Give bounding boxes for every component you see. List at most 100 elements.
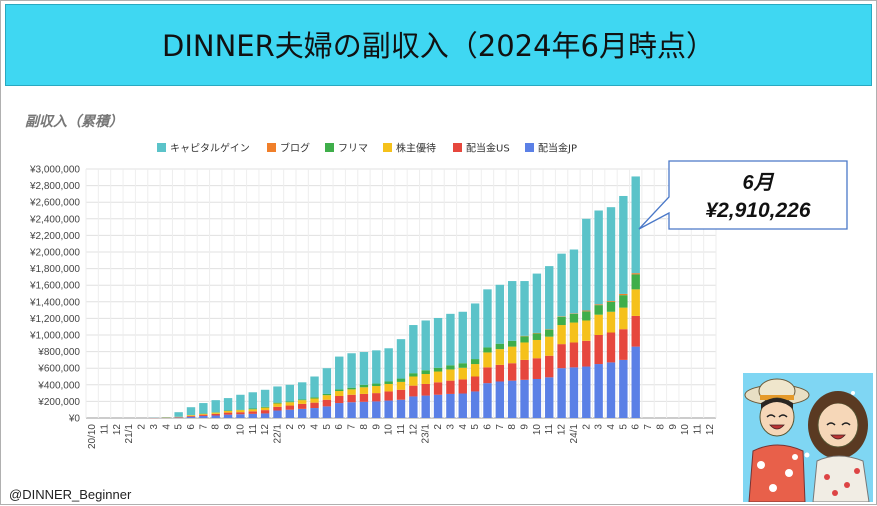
bar-segment-flima — [533, 333, 541, 340]
x-tick-label: 2 — [285, 424, 296, 430]
bar-segment-divus — [212, 414, 220, 416]
bar-segment-divjp — [545, 377, 553, 418]
x-tick-label: 12 — [112, 424, 123, 436]
legend-label-blog: ブログ — [280, 142, 310, 155]
bar-segment-yutai — [520, 342, 528, 359]
bar-segment-divus — [434, 382, 442, 394]
bar-segment-capital — [236, 395, 244, 410]
bar-segment-capital — [199, 403, 207, 413]
legend-label-capital: キャピタルゲイン — [170, 143, 250, 155]
legend-swatch-blog — [267, 143, 276, 152]
bar-segment-divus — [570, 342, 578, 367]
bar-segment-capital — [570, 250, 578, 314]
bar-segment-blog — [582, 311, 590, 312]
y-axis: ¥0¥200,000¥400,000¥600,000¥800,000¥1,000… — [29, 165, 80, 425]
bar-segment-yutai — [199, 414, 207, 415]
y-tick-label: ¥1,400,000 — [29, 297, 80, 308]
x-tick-label: 11 — [692, 424, 703, 435]
bar-segment-yutai — [459, 368, 467, 380]
bar-segment-capital — [249, 392, 257, 408]
legend-label-yutai: 株主優待 — [396, 142, 436, 155]
x-tick-label: 4 — [161, 424, 172, 430]
x-tick-label: 10 — [680, 424, 691, 436]
bar-segment-divjp — [335, 403, 343, 418]
legend-swatch-divus — [453, 143, 462, 152]
bar-segment-yutai — [310, 398, 318, 402]
callout: 6月 ¥2,910,226 — [639, 161, 847, 229]
bar-segment-divjp — [582, 367, 590, 418]
legend-label-divus: 配当金US — [466, 142, 510, 155]
legend-label-divjp: 配当金JP — [538, 142, 577, 155]
bar-segment-capital — [582, 219, 590, 311]
bar-segment-divjp — [570, 367, 578, 418]
bar-segment-flima — [434, 368, 442, 372]
bar-segment-capital — [224, 398, 232, 410]
bar-segment-flima — [471, 359, 479, 364]
x-tick-label: 4 — [606, 424, 617, 430]
y-tick-label: ¥200,000 — [37, 397, 80, 408]
bar-segment-capital — [508, 281, 516, 341]
bar-segment-capital — [520, 281, 528, 336]
bar-segment-capital — [286, 385, 294, 402]
x-tick-label: 5 — [322, 424, 333, 430]
bar-segment-divjp — [286, 410, 294, 418]
bar-segment-capital — [360, 352, 368, 385]
bar-segment-divjp — [434, 395, 442, 418]
bar-segment-flima — [545, 330, 553, 337]
legend-label-flima: フリマ — [338, 144, 368, 155]
bar-segment-divjp — [459, 394, 467, 418]
x-tick-label: 7 — [643, 424, 654, 430]
legend: キャピタルゲイン ブログ フリマ 株主優待 配当金US 配当金JP — [157, 142, 577, 155]
bar-segment-divus — [384, 391, 392, 400]
bar-segment-capital — [347, 353, 355, 387]
x-tick-label: 6 — [631, 424, 642, 430]
x-tick-label: 6 — [482, 424, 493, 430]
bar-segment-yutai — [187, 415, 195, 416]
x-tick-label: 3 — [445, 424, 456, 430]
x-tick-label: 6 — [186, 424, 197, 430]
bar-segment-yutai — [607, 312, 615, 333]
x-tick-label: 5 — [174, 424, 185, 430]
bar-segment-divus — [199, 415, 207, 416]
x-tick-label: 9 — [371, 424, 382, 430]
bar-segment-divus — [310, 403, 318, 408]
bar-segment-flima — [298, 399, 306, 400]
bar-segment-divus — [249, 411, 257, 413]
y-tick-label: ¥600,000 — [37, 364, 80, 375]
x-tick-label: 23/1 — [421, 424, 432, 444]
bar-segment-divus — [236, 412, 244, 414]
bar-segment-flima — [409, 373, 417, 376]
x-tick-label: 11 — [396, 424, 407, 435]
callout-month: 6月 — [742, 172, 774, 194]
bar-segment-flima — [582, 311, 590, 320]
bar-segment-divus — [360, 394, 368, 402]
bar-segment-yutai — [224, 411, 232, 413]
x-tick-label: 7 — [347, 424, 358, 430]
bar-segment-capital — [384, 348, 392, 381]
bar-segment-divus — [520, 360, 528, 380]
bar-segment-divus — [347, 395, 355, 402]
bar-segment-divjp — [409, 396, 417, 418]
y-tick-label: ¥800,000 — [37, 347, 80, 358]
x-tick-label: 9 — [668, 424, 679, 430]
bar-segment-divjp — [594, 364, 602, 418]
bar-segment-blog — [632, 273, 640, 274]
bar-segment-yutai — [446, 369, 454, 380]
x-tick-label: 4 — [310, 424, 321, 430]
bar-segment-divus — [298, 404, 306, 409]
bar-segment-yutai — [594, 315, 602, 335]
bar-segment-divus — [261, 410, 269, 413]
bar-segment-blog — [594, 304, 602, 305]
x-tick-label: 9 — [520, 424, 531, 430]
y-tick-label: ¥0 — [68, 414, 81, 425]
bar-segment-divjp — [632, 347, 640, 418]
legend-swatch-flima — [325, 143, 334, 152]
bar-segment-capital — [533, 274, 541, 333]
bar-segment-yutai — [570, 323, 578, 343]
bar-segment-capital — [298, 382, 306, 399]
bar-segment-capital — [483, 289, 491, 347]
bar-segment-divus — [557, 344, 565, 368]
bar-segment-divjp — [446, 394, 454, 418]
bar-segment-yutai — [545, 337, 553, 356]
bar-segment-flima — [496, 344, 504, 349]
